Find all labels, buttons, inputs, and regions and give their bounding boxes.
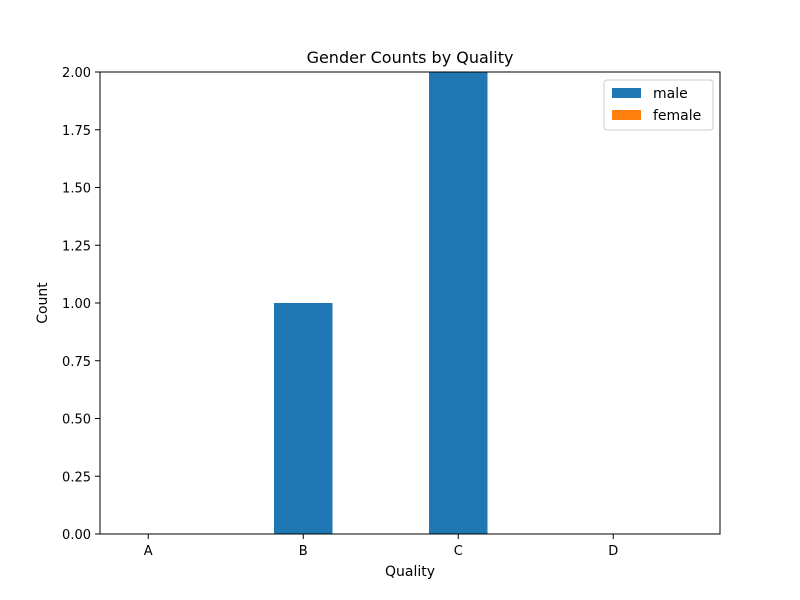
legend-swatch-female xyxy=(612,110,641,120)
legend-swatch-male xyxy=(612,88,641,98)
y-tick-label: 1.50 xyxy=(62,182,91,197)
legend-label-female: female xyxy=(653,108,701,124)
x-tick-label: A xyxy=(144,544,153,559)
x-axis-label: Quality xyxy=(385,564,435,580)
y-tick-label: 0.25 xyxy=(62,470,91,485)
y-tick-label: 2.00 xyxy=(62,66,91,81)
x-tick-label: D xyxy=(608,544,618,559)
y-tick-label: 0.50 xyxy=(62,413,91,428)
x-tick-label: C xyxy=(454,544,463,559)
y-tick-label: 1.75 xyxy=(62,124,91,139)
bar-male-B xyxy=(274,303,333,534)
y-tick-label: 1.25 xyxy=(62,239,91,254)
y-axis-label: Count xyxy=(35,282,51,324)
bars-layer xyxy=(274,72,488,534)
y-tick-label: 1.00 xyxy=(62,297,91,312)
x-axis: A B C D xyxy=(144,534,618,559)
y-tick-label: 0.00 xyxy=(62,528,91,543)
bar-male-C xyxy=(429,72,488,534)
chart-title: Gender Counts by Quality xyxy=(307,48,514,67)
y-tick-label: 0.75 xyxy=(62,355,91,370)
legend: male female xyxy=(603,79,714,131)
plot-area-frame xyxy=(99,71,721,535)
legend-label-male: male xyxy=(653,86,688,102)
y-axis: 0.00 0.25 0.50 0.75 1.00 1.25 1.50 1.75 2.00 xyxy=(62,66,100,543)
x-tick-label: B xyxy=(299,544,308,559)
